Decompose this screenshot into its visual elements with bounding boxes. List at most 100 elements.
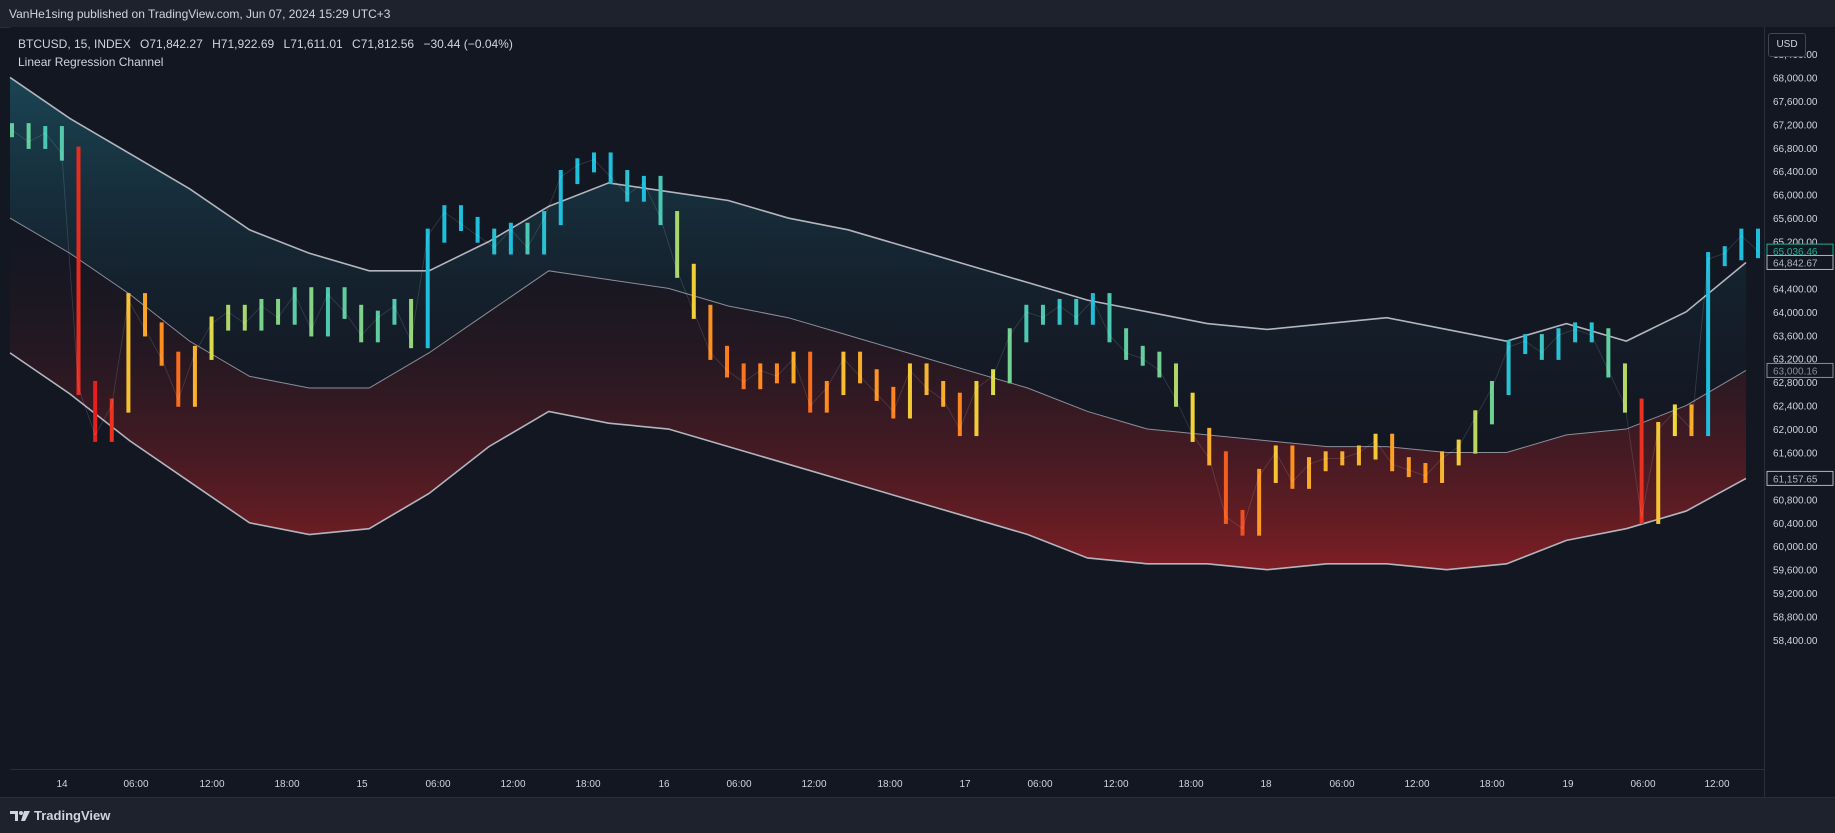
price-tick-label: 60,800.00 xyxy=(1773,495,1818,506)
price-bar xyxy=(625,170,630,202)
price-bar xyxy=(259,298,264,331)
price-axis-svg: 68,400.0068,000.0067,600.0067,200.0066,8… xyxy=(1766,50,1834,647)
price-tick-label: 66,400.00 xyxy=(1773,167,1818,178)
price-tick-label: 62,000.00 xyxy=(1773,425,1818,436)
price-bar xyxy=(342,287,347,319)
brand-name: TradingView xyxy=(34,808,111,823)
price-tick-label: 66,800.00 xyxy=(1773,144,1818,155)
price-bar xyxy=(957,392,962,437)
price-bar xyxy=(1207,427,1212,466)
price-bar xyxy=(1273,445,1278,483)
upper-channel-fill xyxy=(10,77,1746,453)
legend-symbol[interactable]: BTCUSD, 15, INDEX xyxy=(18,37,131,51)
time-tick-label: 18:00 xyxy=(877,779,902,790)
channel-lines xyxy=(9,76,1747,571)
price-bar xyxy=(1423,463,1428,483)
time-tick-label: 06:00 xyxy=(123,779,148,790)
price-bar xyxy=(1506,339,1511,396)
lower_channel-label: 61,157.65 xyxy=(1773,474,1818,485)
price-bar xyxy=(209,316,214,360)
price-bar xyxy=(1556,328,1561,360)
time-tick-label: 06:00 xyxy=(1027,779,1052,790)
price-tick-label: 66,000.00 xyxy=(1773,191,1818,202)
price-bar xyxy=(143,293,148,337)
price-tick-label: 60,400.00 xyxy=(1773,519,1818,530)
lower_channel-label-box xyxy=(1766,470,1834,486)
legend-high: H71,922.69 xyxy=(212,37,275,51)
time-tick-label: 18:00 xyxy=(1479,779,1504,790)
price-bar xyxy=(658,175,663,226)
price-bar xyxy=(1090,293,1095,325)
price-bar xyxy=(1456,439,1461,466)
price-tick-label: 64,400.00 xyxy=(1773,284,1818,295)
price-bar xyxy=(1722,246,1727,267)
price-bar xyxy=(808,351,813,413)
channel-fill xyxy=(10,77,1746,570)
time-tick-label: 15 xyxy=(356,779,368,790)
price-bar xyxy=(1240,509,1245,536)
price-bar xyxy=(708,304,713,360)
mid-channel-line xyxy=(9,217,1747,453)
price-axis[interactable]: 68,400.0068,000.0067,600.0067,200.0066,8… xyxy=(1764,27,1835,797)
time-tick-label: 18:00 xyxy=(1178,779,1203,790)
price-bar xyxy=(292,287,297,325)
price-bar xyxy=(226,304,231,331)
price-bar xyxy=(458,205,463,231)
price-tick-label: 61,600.00 xyxy=(1773,448,1818,459)
legend-low: L71,611.01 xyxy=(283,37,343,51)
time-tick-label: 12:00 xyxy=(199,779,224,790)
price-bar xyxy=(192,345,197,407)
price-bar xyxy=(858,351,863,384)
upper_channel-label-box xyxy=(1766,254,1834,270)
tradingview-logo-icon xyxy=(10,810,30,821)
price-bar xyxy=(1124,328,1129,360)
price-bar xyxy=(641,175,646,202)
time-tick-label: 12:00 xyxy=(801,779,826,790)
price-bar xyxy=(774,363,779,384)
price-bar xyxy=(109,398,114,442)
price-bar xyxy=(1539,334,1544,360)
price-bar xyxy=(1573,322,1578,343)
price-bar xyxy=(1606,328,1611,378)
price-bar xyxy=(874,369,879,401)
chart-legend: BTCUSD, 15, INDEX O71,842.27 H71,922.69 … xyxy=(18,35,519,71)
price-tick-label: 62,400.00 xyxy=(1773,402,1818,413)
price-bar xyxy=(1672,404,1677,437)
price-bar xyxy=(1223,451,1228,524)
price-bar xyxy=(1157,351,1162,378)
price-bar xyxy=(675,211,680,278)
price-bar xyxy=(159,322,164,366)
legend-indicator[interactable]: Linear Regression Channel xyxy=(18,55,164,69)
price-bar xyxy=(1340,451,1345,466)
price-bar xyxy=(409,298,414,349)
currency-button[interactable]: USD xyxy=(1768,33,1806,57)
price-bar xyxy=(359,304,364,343)
price-bar xyxy=(608,152,613,185)
price-bar xyxy=(907,363,912,419)
price-bar xyxy=(10,123,14,138)
price-bar xyxy=(741,363,746,390)
upper_channel-label: 64,842.67 xyxy=(1773,258,1818,269)
time-tick-label: 16 xyxy=(658,779,670,790)
price-tick-label: 63,600.00 xyxy=(1773,331,1818,342)
time-tick-label: 19 xyxy=(1562,779,1574,790)
time-axis[interactable]: 14 06:00 12:00 18:00 15 06:00 12:00 18:00 16 06:0… xyxy=(10,769,1764,798)
price-bar xyxy=(558,170,563,226)
footer: TradingView xyxy=(0,797,1835,833)
price-bar xyxy=(1356,445,1361,466)
price-tick-label: 58,400.00 xyxy=(1773,636,1818,647)
price-line xyxy=(11,129,1759,530)
price-bar xyxy=(1057,298,1062,325)
price-bar xyxy=(1323,451,1328,472)
time-tick-label: 12:00 xyxy=(500,779,525,790)
tradingview-logo[interactable]: TradingView xyxy=(10,808,110,823)
price-bar xyxy=(1489,380,1494,425)
price-bar xyxy=(1373,433,1378,460)
price-bar xyxy=(974,380,979,437)
price-bar xyxy=(375,310,380,343)
price-bar xyxy=(442,205,447,243)
price-bar xyxy=(1257,468,1262,536)
time-tick-label: 06:00 xyxy=(425,779,450,790)
price-bar xyxy=(1307,457,1312,489)
price-bar xyxy=(392,298,397,325)
